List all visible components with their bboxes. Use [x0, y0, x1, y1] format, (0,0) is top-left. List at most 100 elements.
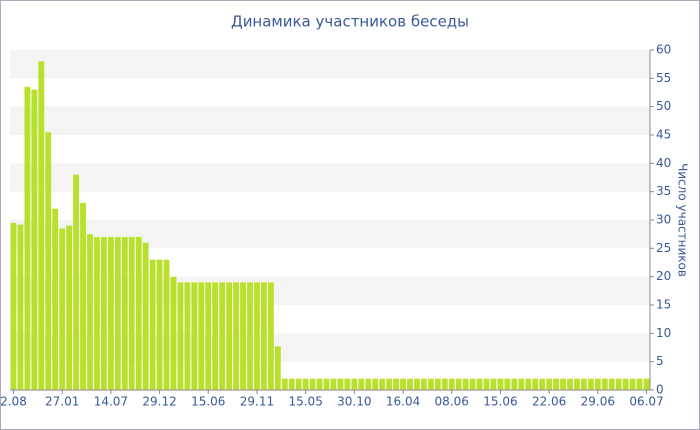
bar	[247, 282, 253, 390]
bar	[281, 378, 288, 390]
bar	[414, 378, 420, 390]
bar	[219, 282, 226, 390]
bar	[344, 378, 351, 390]
bar	[156, 259, 163, 390]
bar	[358, 378, 365, 390]
bar	[10, 222, 17, 390]
bar	[400, 378, 406, 390]
grid-band	[10, 50, 650, 79]
bar	[107, 237, 114, 390]
bar	[622, 378, 629, 390]
bar	[66, 225, 73, 390]
bar	[267, 282, 274, 390]
bar	[205, 282, 212, 390]
bar	[553, 378, 560, 390]
bar	[580, 378, 587, 390]
bar	[497, 378, 504, 390]
bar	[198, 282, 205, 390]
bar	[393, 378, 400, 390]
grid-band	[10, 163, 650, 192]
bar	[45, 132, 52, 390]
bar	[135, 237, 142, 390]
bar	[365, 378, 372, 390]
grid-band	[10, 106, 650, 135]
bar	[594, 378, 601, 390]
bar	[539, 378, 546, 390]
x-tick-label: 22.06	[532, 395, 566, 409]
y-tick-label: 15	[656, 298, 671, 312]
bar	[427, 378, 434, 390]
x-tick-label: 29.06	[581, 395, 615, 409]
bar	[511, 378, 518, 390]
bar	[114, 237, 121, 390]
bar	[455, 378, 462, 390]
bar	[80, 203, 86, 390]
y-tick-label: 40	[656, 156, 671, 170]
x-tick-label: 27.01	[45, 395, 79, 409]
y-axis-label: Число участников	[676, 163, 690, 277]
bar	[643, 378, 650, 390]
y-tick-label: 35	[656, 184, 671, 198]
bar	[323, 378, 330, 390]
bar	[316, 378, 323, 390]
bar	[240, 282, 246, 390]
bar	[260, 282, 267, 390]
bar	[351, 378, 358, 390]
y-tick-label: 20	[656, 269, 671, 283]
bar	[31, 89, 38, 391]
x-tick-label: 14.07	[94, 395, 128, 409]
bar	[288, 378, 295, 390]
bar	[302, 378, 309, 390]
y-tick-label: 0	[656, 383, 664, 397]
bar	[38, 61, 45, 390]
bar	[330, 378, 337, 390]
bar	[469, 378, 476, 390]
bar	[525, 378, 532, 390]
bar	[87, 234, 93, 390]
bar	[212, 282, 219, 390]
x-tick-label: 30.10	[337, 395, 371, 409]
bar	[448, 378, 455, 390]
x-tick-label: 06.07	[629, 395, 663, 409]
bar	[170, 276, 177, 390]
bar	[59, 228, 66, 390]
bar	[434, 378, 441, 390]
x-tick-label: 2.08	[0, 395, 27, 409]
bar	[184, 282, 191, 390]
bar	[177, 282, 184, 390]
y-tick-label: 60	[656, 43, 671, 57]
bar	[386, 378, 393, 390]
bar	[462, 378, 469, 390]
bar	[191, 282, 198, 390]
bar	[142, 242, 149, 390]
bar	[560, 378, 566, 390]
x-tick-label: 15.06	[191, 395, 225, 409]
y-tick-label: 30	[656, 213, 671, 227]
y-tick-label: 25	[656, 241, 671, 255]
x-tick-label: 15.06	[483, 395, 517, 409]
x-tick-label: 29.12	[142, 395, 176, 409]
bar	[601, 378, 608, 390]
bar	[518, 378, 525, 390]
bar	[226, 282, 233, 390]
y-tick-label: 5	[656, 354, 664, 368]
bar	[615, 378, 622, 390]
bar	[128, 237, 135, 390]
bar	[420, 378, 427, 390]
bar	[407, 378, 413, 390]
y-tick-label: 45	[656, 128, 671, 142]
bar	[567, 378, 573, 390]
bar	[441, 378, 448, 390]
bar	[24, 86, 31, 390]
bar	[379, 378, 386, 390]
bar	[149, 259, 156, 390]
bar	[121, 237, 128, 390]
bar	[490, 378, 497, 390]
bar	[274, 346, 281, 390]
bar	[574, 378, 580, 390]
bar	[636, 378, 643, 390]
bar	[372, 378, 379, 390]
bar	[309, 378, 316, 390]
bar	[337, 378, 344, 390]
